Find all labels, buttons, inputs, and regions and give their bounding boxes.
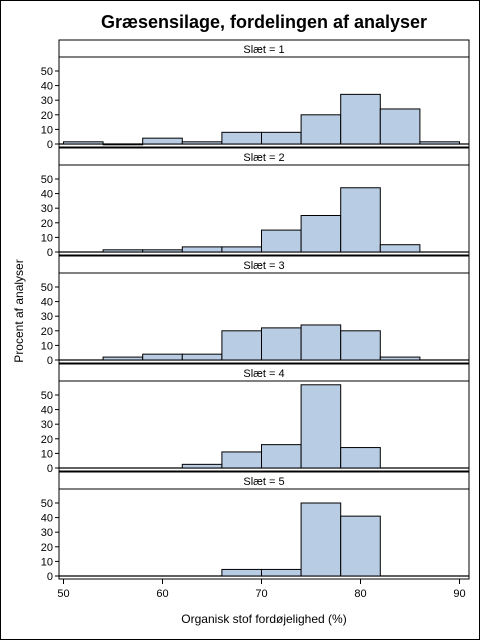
y-tick-label: 10 [41, 448, 53, 460]
histogram-bar [261, 327, 302, 361]
y-tick-label: 40 [41, 405, 53, 417]
x-tick-label: 80 [354, 588, 366, 600]
y-tick-label: 50 [41, 390, 53, 402]
x-tick-label: 60 [156, 588, 168, 600]
panel-1: Slæt = 1 0 10 20 30 40 50 [41, 39, 470, 151]
y-tick-label: 0 [47, 463, 53, 475]
panel-5: Slæt = 5 0 10 20 30 40 50 [41, 471, 470, 583]
panel-3: Slæt = 3 0 10 20 30 40 50 [41, 255, 470, 367]
histogram-bar [261, 568, 302, 577]
histogram-bar [379, 356, 421, 361]
y-tick-label: 10 [41, 124, 53, 136]
x-tick-label: 50 [57, 588, 69, 600]
y-tick-label: 20 [41, 218, 53, 230]
histogram-bar [181, 353, 223, 361]
histogram-bar [340, 447, 381, 469]
histogram-bar [261, 229, 302, 253]
y-tick-label: 10 [41, 340, 53, 352]
histogram-bar [221, 568, 262, 577]
x-axis-label: Organisk stof fordøjelighed (%) [181, 612, 346, 626]
histogram-bar [142, 249, 183, 253]
histogram-bar [102, 143, 144, 146]
y-tick-label: 50 [41, 66, 53, 78]
y-tick-label: 40 [41, 81, 53, 93]
histogram-bar [300, 502, 342, 577]
y-tick-label: 0 [47, 355, 53, 367]
y-tick-label: 30 [41, 203, 53, 215]
panel-2: Slæt = 2 0 10 20 30 40 50 [41, 147, 470, 259]
histogram-bar [63, 141, 104, 145]
y-tick-label: 0 [47, 139, 53, 151]
histogram-bar [300, 324, 342, 361]
y-tick-label: 50 [41, 498, 53, 510]
histogram-bar [300, 215, 342, 253]
histogram-bar [181, 463, 223, 469]
histogram-bar [261, 131, 302, 145]
panel-label: Slæt = 1 [243, 44, 284, 56]
y-tick-label: 40 [41, 513, 53, 525]
y-tick-label: 10 [41, 232, 53, 244]
x-tick-label: 70 [255, 588, 267, 600]
histogram-bar [340, 187, 381, 253]
y-tick-label: 20 [41, 434, 53, 446]
y-tick-label: 30 [41, 95, 53, 107]
histogram-bar [340, 330, 381, 361]
panel-label: Slæt = 2 [243, 152, 284, 164]
x-axis: 50 60 70 80 90 [57, 579, 466, 600]
y-tick-label: 20 [41, 326, 53, 338]
y-tick-label: 30 [41, 311, 53, 323]
y-tick-label: 50 [41, 174, 53, 186]
histogram-bar [419, 141, 460, 145]
histogram-bar [102, 356, 144, 361]
histogram-bar [181, 246, 223, 253]
histogram-bar [261, 444, 302, 469]
y-tick-label: 20 [41, 110, 53, 122]
y-tick-label: 50 [41, 282, 53, 294]
histogram-bar [300, 114, 342, 145]
x-tick-label: 90 [453, 588, 465, 600]
histogram-bar [340, 93, 381, 145]
histogram-bar [300, 384, 342, 469]
y-tick-label: 0 [47, 571, 53, 583]
y-tick-label: 40 [41, 297, 53, 309]
histogram-bar [221, 131, 262, 145]
y-tick-label: 40 [41, 189, 53, 201]
panel-plot-area [58, 488, 470, 580]
histogram-bar [221, 246, 262, 253]
y-tick-label: 0 [47, 247, 53, 259]
histogram-bar [379, 108, 421, 145]
histogram-bar [142, 137, 183, 145]
histogram-bar [221, 451, 262, 469]
panel-label: Slæt = 4 [243, 368, 284, 380]
y-tick-label: 30 [41, 419, 53, 431]
histogram-bar [340, 515, 381, 577]
histogram-bar [142, 353, 183, 361]
histogram-bar [221, 330, 262, 361]
histogram-bar [181, 141, 223, 145]
panel-4: Slæt = 4 0 10 20 30 40 50 [41, 363, 470, 475]
panel-label: Slæt = 3 [243, 260, 284, 272]
y-tick-label: 20 [41, 542, 53, 554]
histogram-bar [379, 244, 421, 253]
chart-title: Græsensilage, fordelingen af analyser [101, 12, 427, 32]
histogram-bar [102, 249, 144, 253]
panel-label: Slæt = 5 [243, 476, 284, 488]
y-axis-label: Procent af analyser [12, 259, 26, 362]
y-tick-label: 30 [41, 527, 53, 539]
y-tick-label: 10 [41, 556, 53, 568]
